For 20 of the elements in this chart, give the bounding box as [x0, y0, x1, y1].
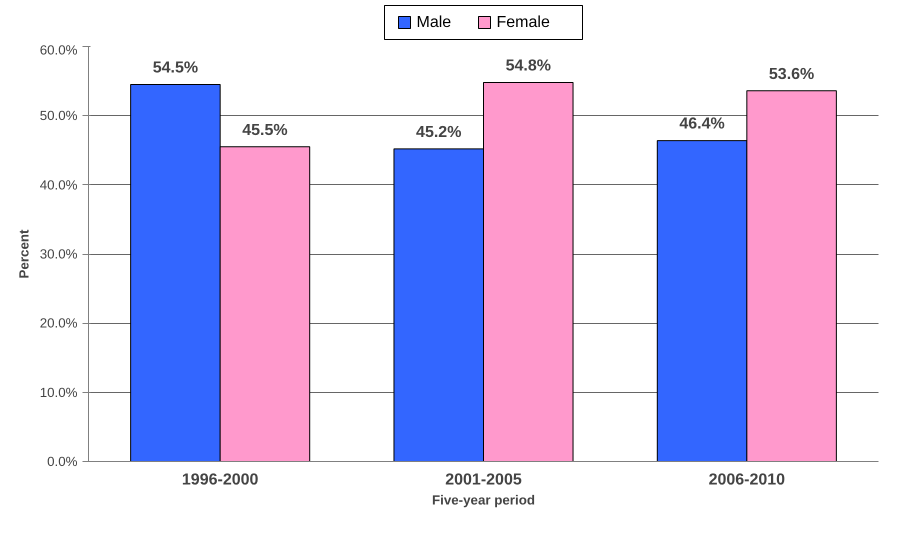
x-tick-label: 1996-2000: [182, 472, 259, 488]
y-tick-label: 50.0%: [40, 108, 78, 124]
data-label: 54.5%: [152, 60, 198, 77]
data-label: 46.4%: [679, 116, 725, 133]
data-label: 54.8%: [506, 57, 551, 74]
data-label: 45.2%: [416, 124, 462, 141]
y-tick-label: 40.0%: [40, 177, 78, 192]
y-axis-title: Percent: [16, 228, 32, 278]
legend-label: Female: [496, 14, 550, 31]
legend-label: Male: [416, 14, 452, 31]
y-tick-label: 0.0%: [47, 454, 78, 469]
y-tick-label: 10.0%: [40, 384, 78, 400]
data-label: 53.6%: [768, 66, 814, 83]
y-tick-label: 20.0%: [40, 316, 78, 331]
y-tick-label: 30.0%: [40, 246, 78, 262]
data-label: 45.5%: [242, 122, 288, 139]
x-axis-title: Five-year period: [432, 492, 535, 508]
x-tick-label: 2006-2010: [708, 472, 786, 488]
y-tick-label: 60.0%: [40, 42, 78, 58]
x-tick-label: 2001-2005: [445, 472, 522, 488]
